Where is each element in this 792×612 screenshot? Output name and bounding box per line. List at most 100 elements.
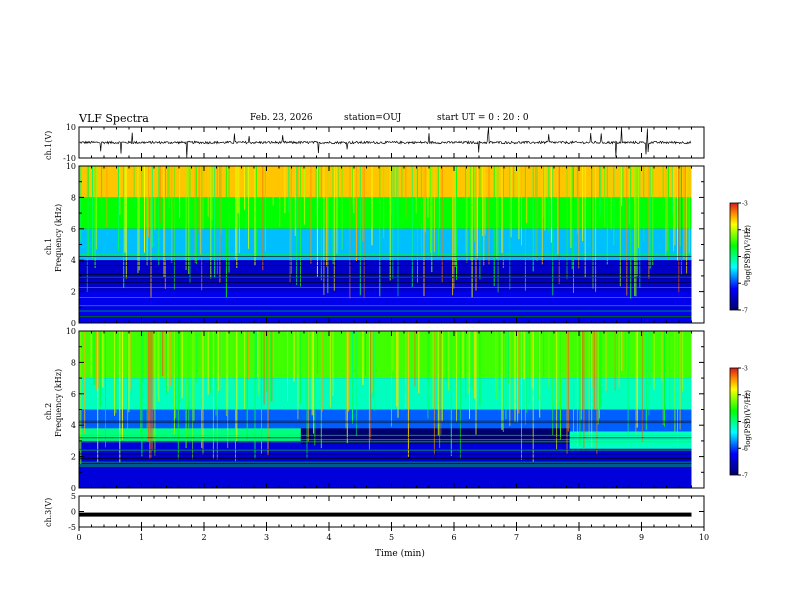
- sferic-streak: [271, 331, 273, 402]
- sferic-streak: [554, 331, 556, 382]
- colorbar-tick-label: -6: [742, 281, 748, 288]
- sferic-streak: [509, 166, 511, 290]
- sferic-streak: [235, 331, 236, 462]
- sferic-streak: [621, 166, 623, 206]
- sferic-streak: [98, 331, 100, 389]
- sferic-streak: [452, 166, 454, 296]
- sferic-streak: [372, 331, 374, 399]
- sferic-streak: [498, 331, 500, 391]
- x-tick-label: 10: [699, 533, 709, 542]
- sferic-streak: [690, 331, 691, 371]
- sferic-streak: [306, 331, 308, 459]
- sferic-streak: [341, 166, 343, 250]
- sferic-streak: [482, 166, 483, 237]
- sferic-streak: [606, 166, 608, 265]
- sferic-streak: [345, 331, 347, 429]
- sferic-streak: [214, 166, 216, 278]
- sferic-streak: [391, 166, 392, 215]
- sferic-streak: [662, 331, 664, 426]
- sferic-streak: [401, 166, 403, 231]
- sferic-streak: [501, 331, 503, 430]
- sferic-streak: [509, 331, 511, 427]
- sferic-streak: [524, 331, 526, 425]
- sferic-streak: [137, 331, 139, 381]
- sferic-streak: [255, 331, 257, 378]
- sferic-streak: [604, 166, 606, 228]
- sferic-streak: [332, 331, 334, 396]
- sferic-streak: [131, 331, 132, 399]
- sferic-streak: [424, 166, 426, 233]
- sferic-streak: [162, 331, 164, 376]
- sferic-streak: [523, 331, 525, 380]
- sferic-streak: [210, 166, 212, 279]
- spectrogram-1-image: [79, 166, 704, 323]
- sferic-streak: [141, 166, 143, 217]
- sferic-streak: [177, 331, 179, 460]
- sferic-streak: [634, 166, 636, 296]
- sferic-streak: [290, 166, 292, 274]
- sferic-streak: [582, 331, 584, 411]
- sferic-streak: [684, 166, 686, 250]
- sferic-streak: [566, 331, 568, 455]
- sferic-streak: [207, 166, 209, 217]
- sferic-streak: [314, 331, 316, 446]
- sferic-streak: [544, 166, 546, 231]
- sferic-streak: [352, 166, 353, 207]
- sferic-streak: [326, 166, 327, 267]
- sferic-streak: [365, 331, 366, 377]
- sferic-streak: [476, 166, 478, 258]
- sferic-streak: [246, 331, 248, 441]
- sferic-streak: [316, 166, 318, 277]
- sferic-streak: [479, 166, 481, 280]
- sferic-streak: [450, 331, 452, 457]
- sferic-streak: [255, 166, 257, 257]
- sferic-streak: [541, 166, 543, 265]
- sferic-streak: [142, 331, 144, 383]
- sferic-streak: [188, 331, 190, 438]
- start-time-label: start UT = 0 : 20 : 0: [437, 113, 529, 123]
- sferic-streak: [552, 331, 554, 435]
- sferic-streak: [129, 331, 131, 391]
- sferic-streak: [431, 166, 433, 273]
- sferic-streak: [539, 331, 541, 418]
- sferic-streak: [393, 166, 395, 228]
- x-tick-label: 7: [514, 533, 519, 542]
- sferic-streak: [181, 331, 183, 399]
- sferic-streak: [227, 331, 229, 449]
- sferic-streak: [579, 331, 581, 446]
- sferic-streak: [669, 331, 671, 410]
- sferic-streak: [456, 166, 457, 280]
- x-tick-label: 2: [201, 533, 206, 542]
- y-tick-label: 2: [71, 453, 76, 462]
- sferic-streak: [238, 166, 240, 253]
- sferic-streak: [170, 331, 171, 386]
- sferic-streak: [415, 166, 417, 214]
- sferic-streak: [501, 166, 503, 253]
- sferic-streak: [600, 331, 602, 408]
- sferic-streak: [315, 166, 317, 214]
- sferic-streak: [472, 166, 474, 214]
- station-label: station=OUJ: [344, 113, 402, 123]
- sferic-streak: [389, 166, 391, 281]
- sferic-streak: [164, 166, 166, 289]
- sferic-streak: [348, 331, 350, 412]
- sferic-streak: [300, 166, 301, 287]
- sferic-streak: [279, 166, 281, 227]
- sferic-streak: [105, 331, 106, 448]
- sferic-streak: [664, 331, 665, 427]
- sferic-streak: [433, 331, 435, 455]
- y-tick-label: 10: [66, 327, 76, 336]
- sferic-streak: [114, 331, 116, 416]
- sferic-streak: [567, 331, 569, 432]
- sferic-streak: [94, 331, 96, 386]
- sferic-streak: [619, 166, 621, 287]
- sferic-streak: [418, 331, 420, 394]
- sferic-streak: [171, 166, 173, 263]
- sferic-streak: [333, 166, 335, 291]
- y-tick-label: 0: [71, 484, 76, 493]
- sferic-streak: [119, 331, 121, 463]
- sferic-streak: [245, 166, 247, 230]
- sferic-streak: [671, 166, 673, 215]
- sferic-streak: [576, 166, 578, 235]
- sferic-streak: [154, 166, 156, 231]
